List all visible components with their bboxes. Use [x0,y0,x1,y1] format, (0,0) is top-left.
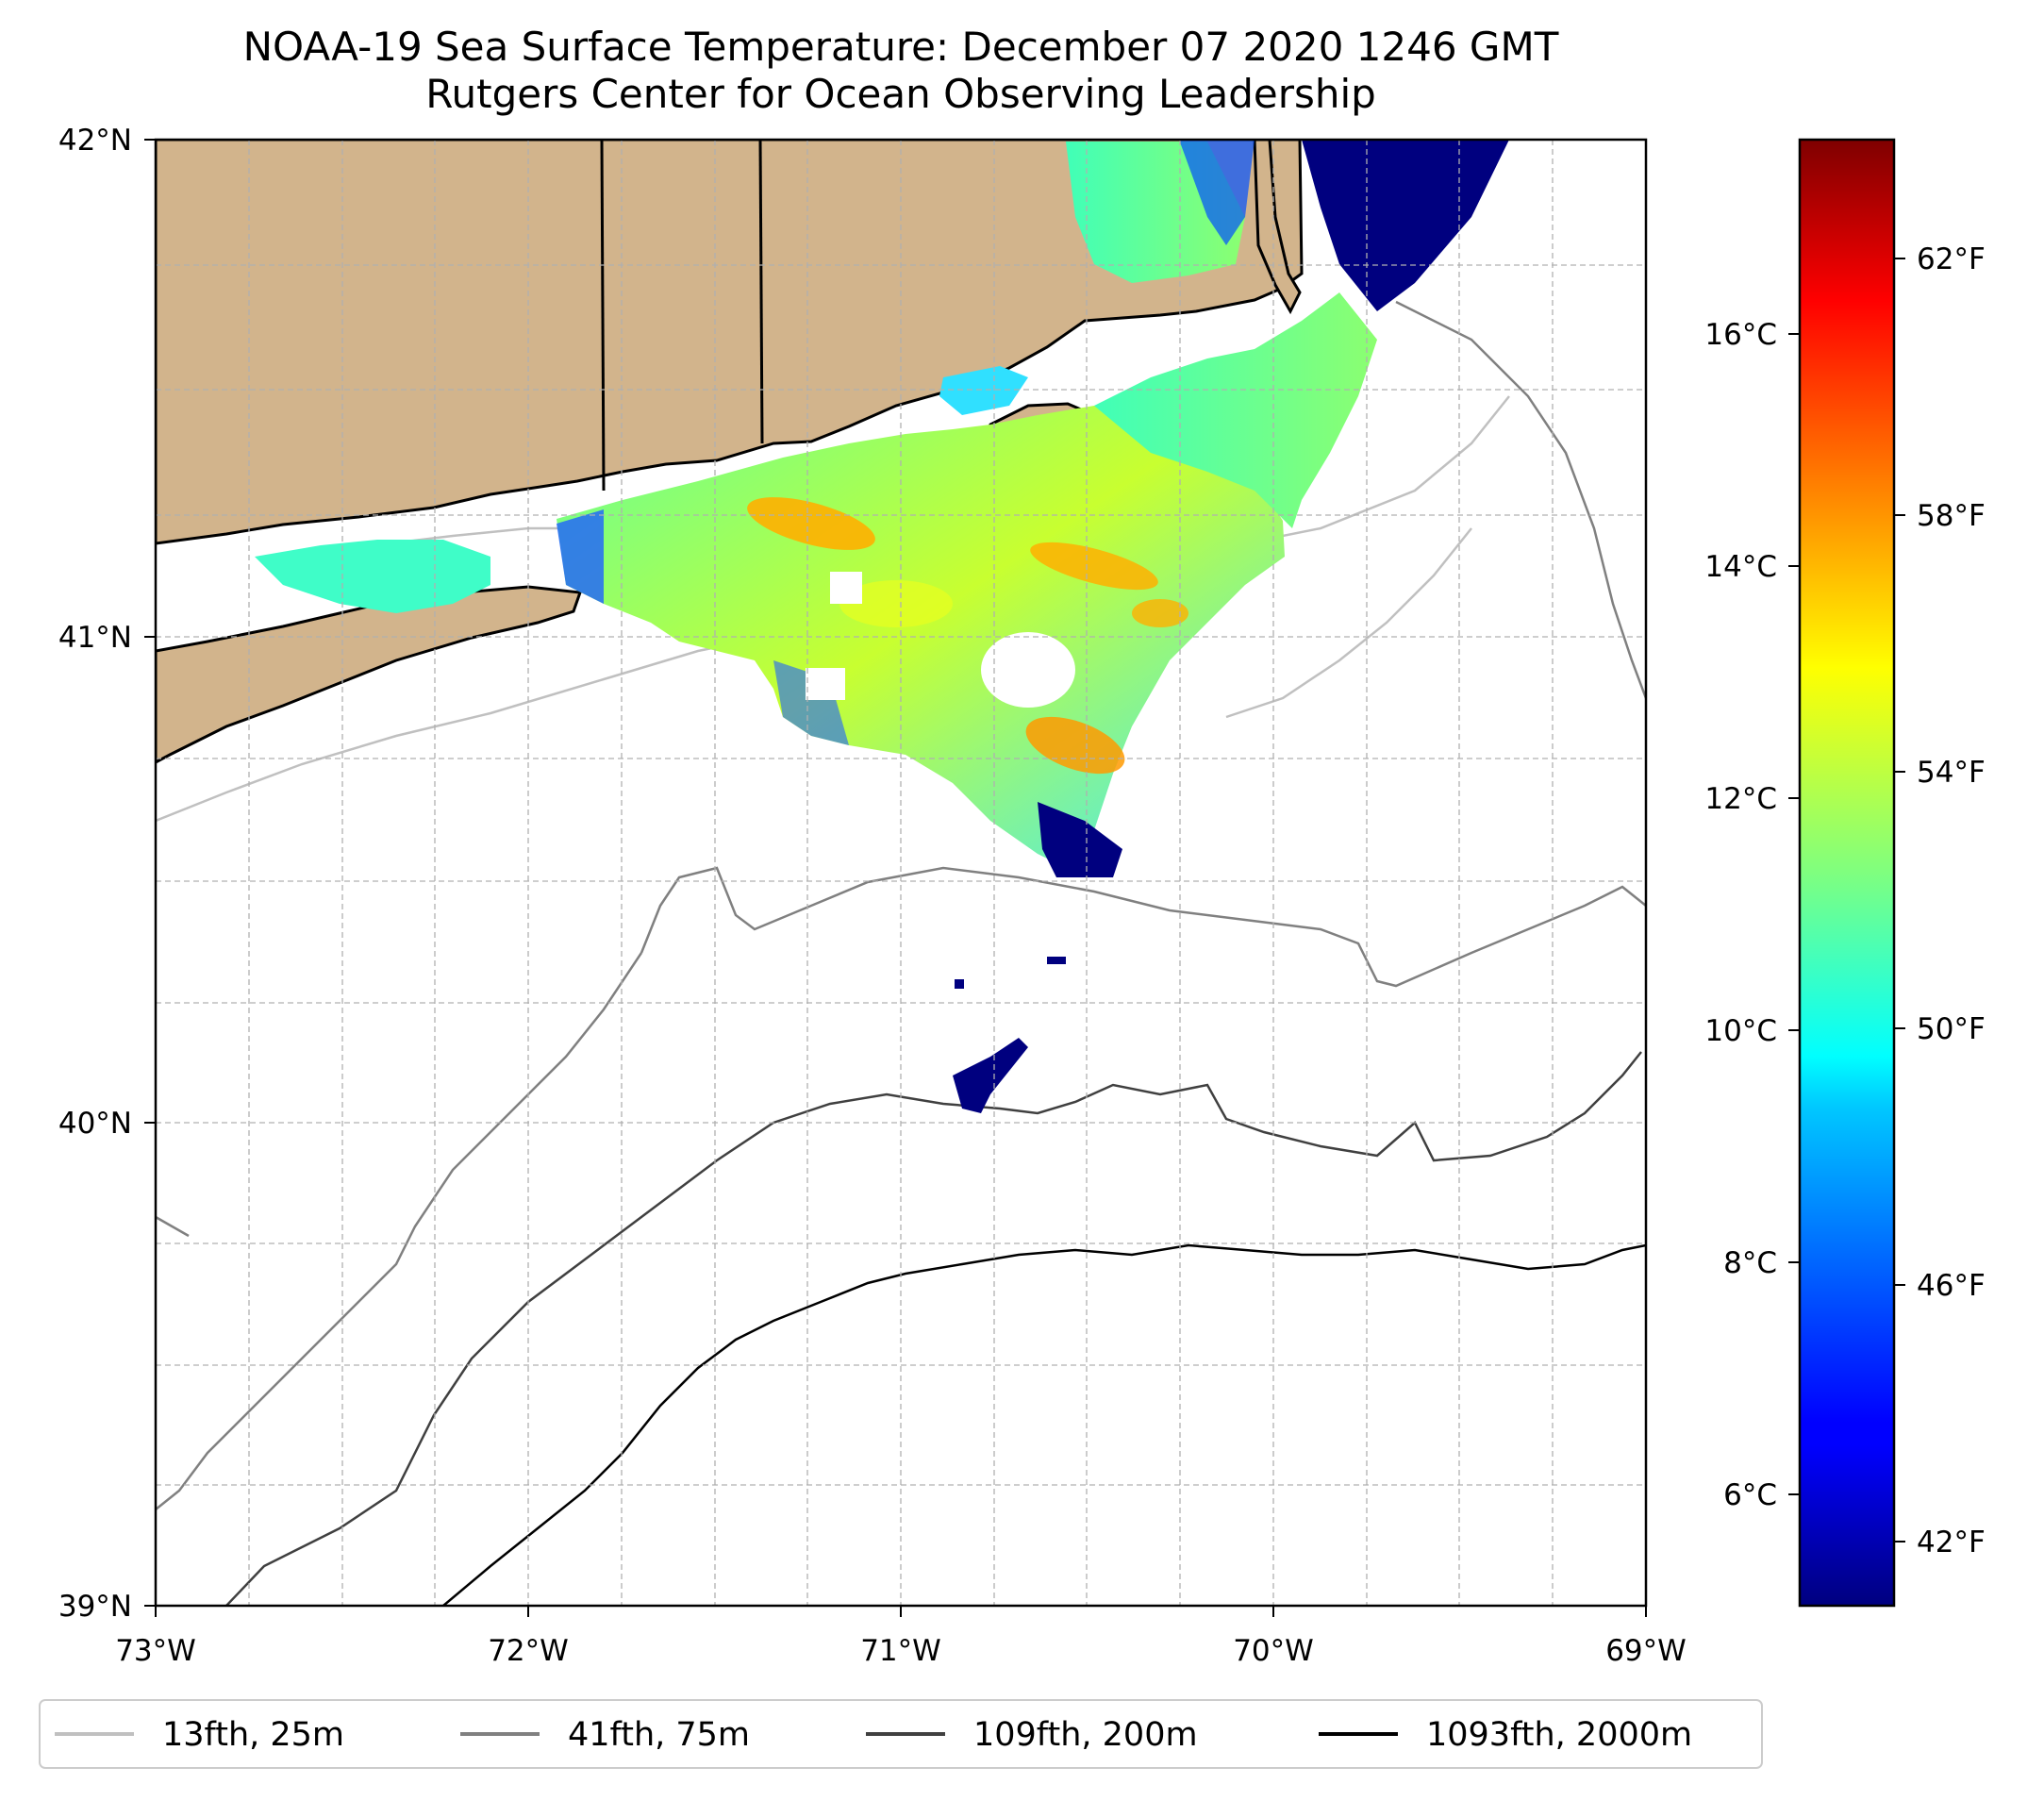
state-border [600,140,606,492]
colorbar-fahrenheit-label: 54°F [1917,756,1986,790]
lon-axis [155,1606,1647,1617]
legend-item-label: 41fth, 75m [568,1716,750,1754]
lat-axis [144,139,156,1607]
graticule [156,140,1646,1606]
land-cape-cod-tip [1253,140,1302,315]
sst-east-swath [1094,292,1377,528]
bathymetry-200m [225,1051,1642,1606]
lat-tick-label: 39°N [58,1590,132,1624]
lat-tick-label: 40°N [58,1107,132,1141]
land-long-island [156,585,583,764]
colorbar-fahrenheit-label: 58°F [1917,499,1986,533]
colorbar-fahrenheit-label: 62°F [1917,242,1986,276]
lat-tick-label: 41°N [58,621,132,655]
colorbar-fahrenheit-label: 50°F [1917,1012,1986,1046]
legend: 13fth, 25m 41fth, 75m 109fth, 200m 1093f… [39,1699,1763,1769]
sst-cold-patch-south [1038,802,1122,877]
bathymetry-75m [156,300,1646,1510]
cloud-gap [981,632,1075,708]
colorbar [1798,138,1896,1608]
lon-tick-label: 69°W [1605,1634,1687,1668]
colorbar-celsius-label: 12°C [1704,782,1777,816]
sst-bay-swath [939,366,1028,415]
bathymetry-2000m [442,1243,1646,1606]
lon-tick-label: 72°W [488,1634,569,1668]
colorbar-celsius-label: 16°C [1704,318,1777,352]
lat-tick-label: 42°N [58,124,132,158]
legend-item-label: 109fth, 200m [973,1716,1198,1754]
map-plot-area[interactable] [156,140,1646,1606]
colorbar-celsius-label: 8°C [1723,1246,1777,1280]
colorbar-fahrenheit-label: 46°F [1917,1269,1986,1303]
lon-tick-label: 71°W [860,1634,941,1668]
colorbar-ticks [1788,258,1905,1543]
colorbar-celsius-label: 6°C [1723,1478,1777,1512]
legend-item-label: 13fth, 25m [162,1716,344,1754]
land-new-england [156,140,1304,545]
sst-west-swath [255,540,490,613]
state-border-ri [758,140,764,444]
legend-item-label: 1093fth, 2000m [1426,1716,1692,1754]
sst-data [255,140,1509,1113]
colorbar-celsius-label: 10°C [1704,1014,1777,1048]
colorbar-celsius-label: 14°C [1704,550,1777,584]
sst-cold-patch-northeast [1302,140,1509,311]
map-title: NOAA-19 Sea Surface Temperature: Decembe… [243,24,1559,70]
lon-tick-label: 70°W [1233,1634,1314,1668]
lon-tick-label: 73°W [115,1634,196,1668]
sst-cold-patch-offshore [953,1038,1028,1113]
map-subtitle: Rutgers Center for Ocean Observing Leade… [425,71,1376,117]
colorbar-fahrenheit-label: 42°F [1917,1526,1986,1559]
